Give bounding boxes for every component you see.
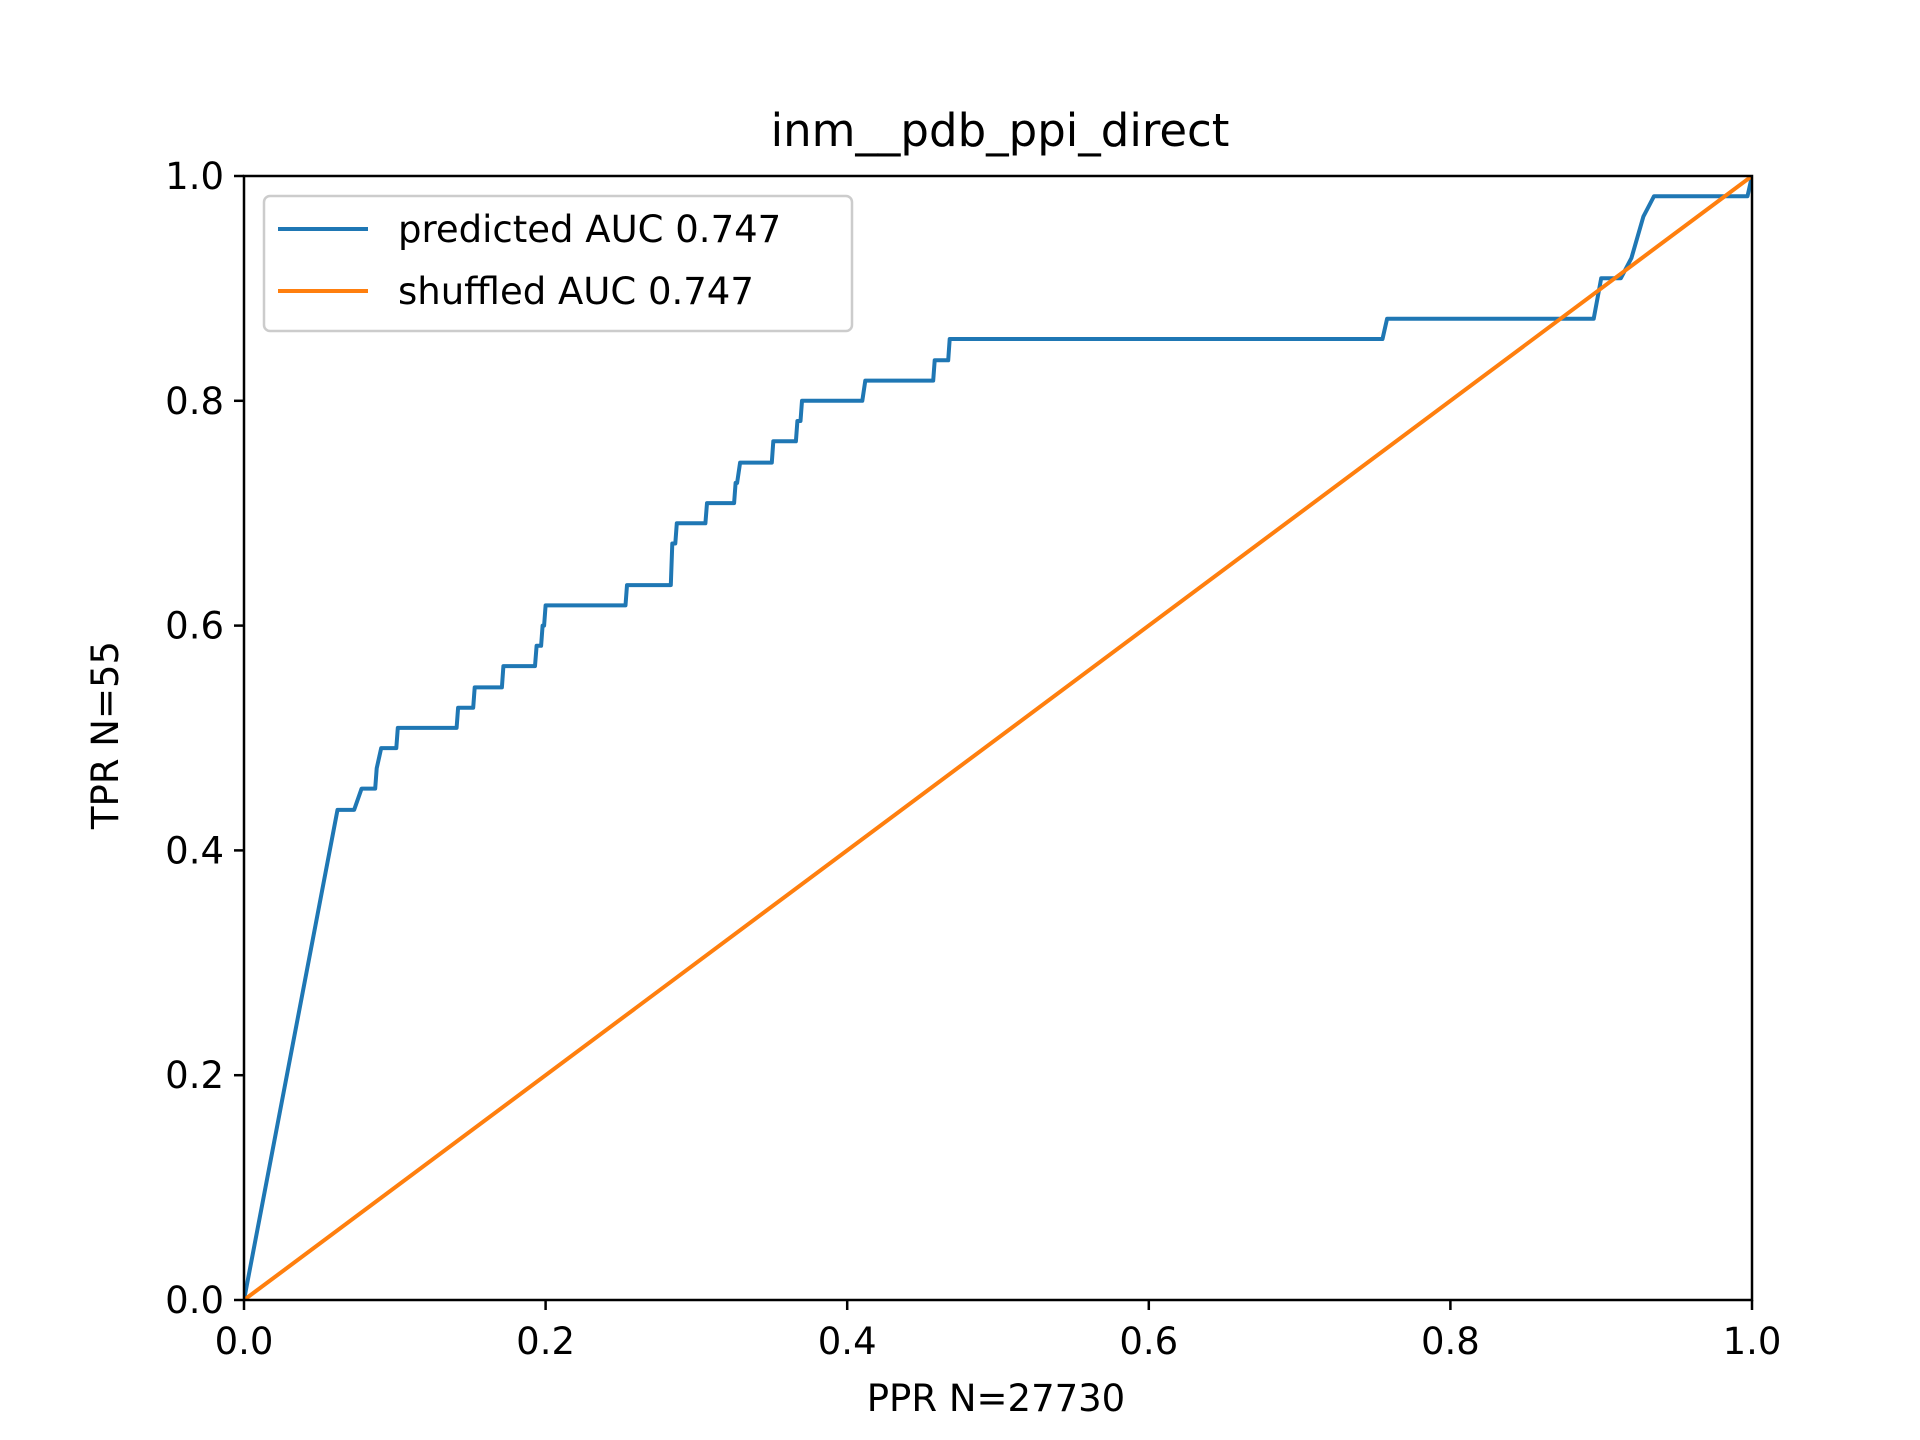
plot-area (242, 174, 1754, 1302)
y-tick-label: 0.0 (165, 1279, 224, 1322)
x-tick-label: 0.8 (1421, 1320, 1480, 1363)
y-tick-label: 0.2 (165, 1054, 224, 1097)
legend-frame (262, 194, 854, 333)
series-line-0 (244, 176, 1752, 1300)
y-tick-label: 0.6 (165, 605, 224, 648)
legend-label-predicted: predicted AUC 0.747 (398, 208, 781, 251)
x-axis-ticks: 0.0 0.2 0.4 0.6 0.8 1.0 (215, 1300, 1782, 1363)
y-tick-label: 1.0 (165, 155, 224, 198)
x-tick-label: 1.0 (1723, 1320, 1782, 1363)
y-tick-label: 0.8 (165, 380, 224, 423)
y-axis-ticks: 0.0 0.2 0.4 0.6 0.8 1.0 (165, 155, 244, 1322)
x-tick-label: 0.2 (516, 1320, 575, 1363)
legend-label-shuffled: shuffled AUC 0.747 (398, 270, 754, 313)
plot-frame (242, 174, 1754, 1302)
chart-title: inm__pdb_ppi_direct (771, 104, 1230, 157)
x-tick-label: 0.4 (818, 1320, 877, 1363)
series-line-1 (244, 176, 1752, 1300)
y-axis-label: TPR N=55 (84, 641, 127, 830)
legend: predicted AUC 0.747 shuffled AUC 0.747 (262, 194, 854, 333)
x-tick-label: 0.0 (215, 1320, 274, 1363)
x-tick-label: 0.6 (1119, 1320, 1178, 1363)
y-tick-label: 0.4 (165, 829, 224, 872)
x-axis-label: PPR N=27730 (867, 1377, 1125, 1420)
